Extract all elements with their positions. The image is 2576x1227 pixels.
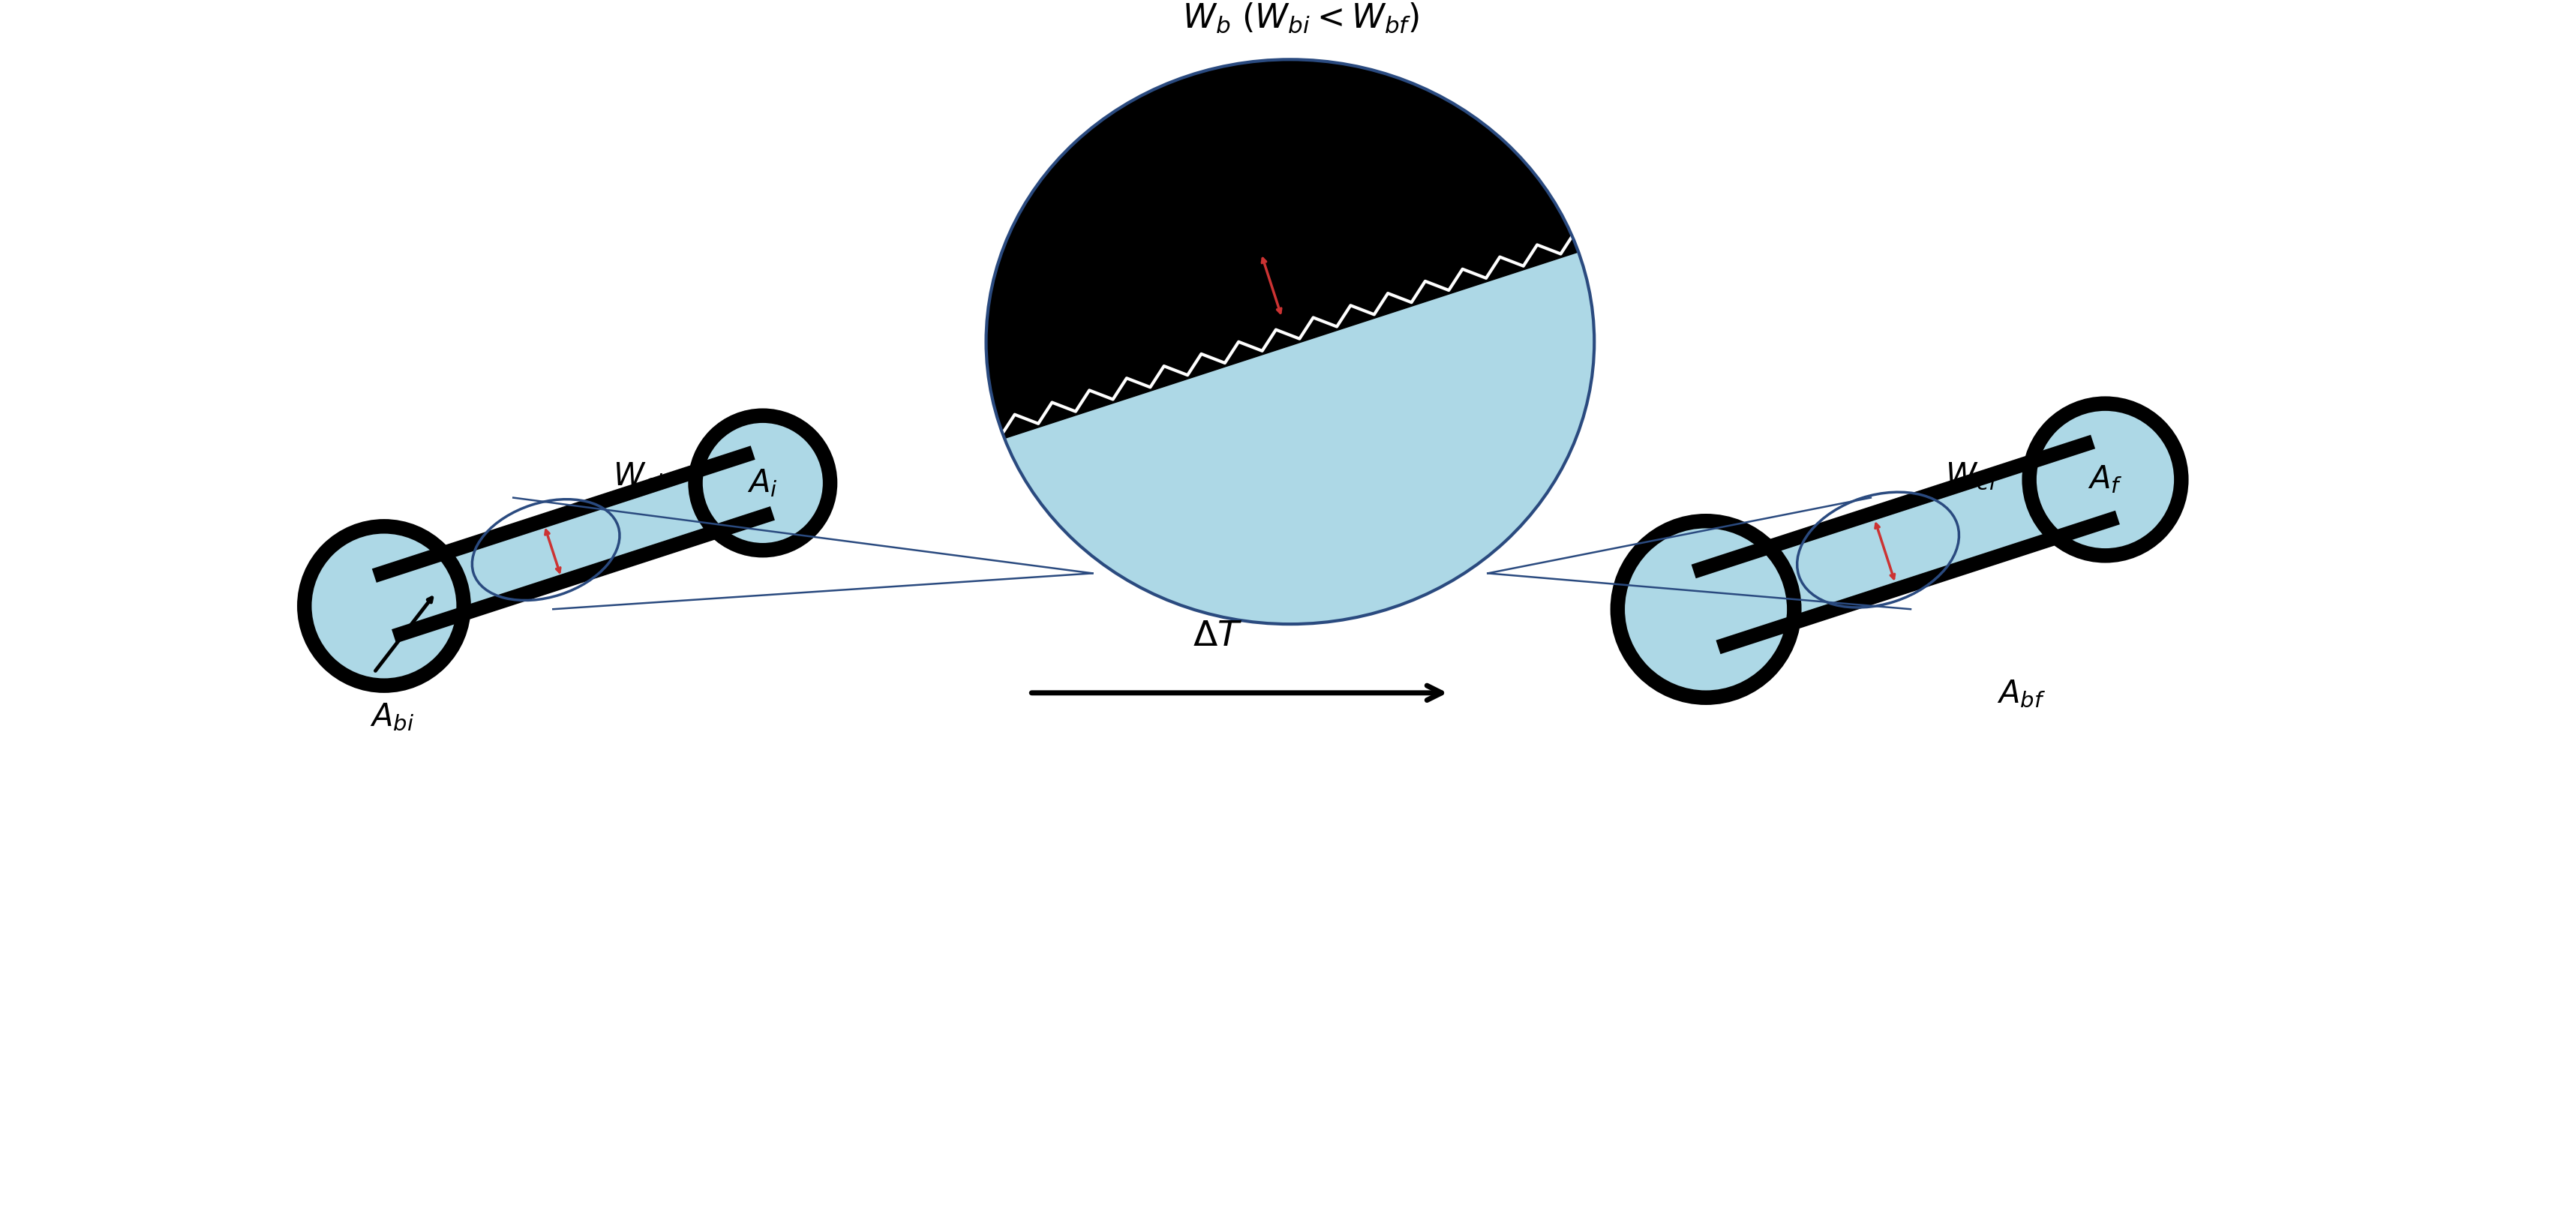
Text: $W_b\ (W_{bi} < W_{bf})$: $W_b\ (W_{bi} < W_{bf})$ — [1182, 1, 1419, 34]
Text: $\Delta T$: $\Delta T$ — [1193, 620, 1242, 653]
Circle shape — [1618, 521, 1795, 698]
Text: $A_f$: $A_f$ — [2087, 464, 2123, 496]
Polygon shape — [1692, 442, 2117, 647]
Polygon shape — [788, 0, 1705, 480]
Text: $W_{cf}$: $W_{cf}$ — [1945, 461, 1999, 492]
Text: $A_{bf}$: $A_{bf}$ — [1996, 679, 2045, 710]
Ellipse shape — [987, 59, 1595, 625]
Text: $W_{ci}$: $W_{ci}$ — [613, 461, 665, 492]
Text: $A_{bi}$: $A_{bi}$ — [371, 702, 415, 733]
Polygon shape — [374, 453, 773, 637]
Circle shape — [2030, 404, 2182, 556]
Circle shape — [696, 416, 829, 550]
Text: $A_i$: $A_i$ — [747, 467, 778, 498]
Circle shape — [304, 526, 464, 686]
